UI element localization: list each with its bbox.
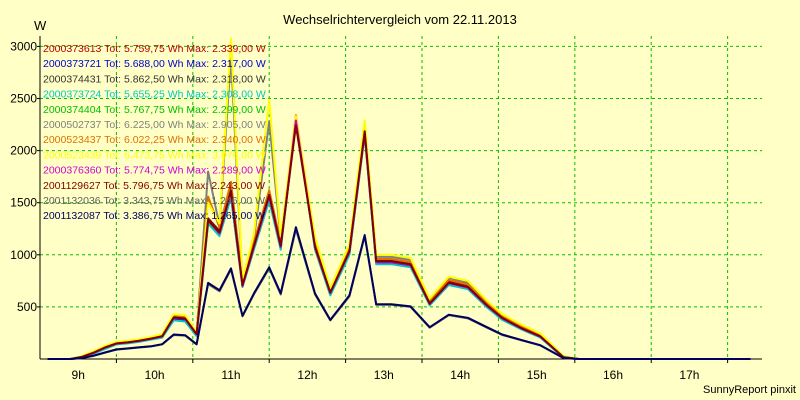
x-tick-label: 15h — [527, 368, 547, 382]
y-tick-label: 1000 — [10, 248, 37, 262]
y-tick-label: 1500 — [10, 196, 37, 210]
legend: 2000373613 Tot: 5.759,75 Wh Max: 2.339,0… — [43, 43, 266, 222]
y-tick-label: 2000 — [10, 144, 37, 158]
legend-entry: 2000523437 Tot: 6.022,25 Wh Max: 2.340,0… — [43, 134, 266, 146]
legend-entry: 2000373724 Tot: 5.655,25 Wh Max: 2.308,0… — [43, 89, 266, 101]
y-tick-label: 2500 — [10, 92, 37, 106]
y-tick-label: 500 — [17, 300, 37, 314]
x-tick-label: 12h — [297, 368, 317, 382]
legend-entry: 2000373721 Tot: 5.688,00 Wh Max: 2.317,0… — [43, 58, 266, 70]
legend-entry: 2000374404 Tot: 5.767,75 Wh Max: 2.299,0… — [43, 104, 266, 116]
plot-area: 500 1000 1500 2000 2500 3000 9h 10h 11h 12h 13h 14h… — [10, 36, 762, 382]
legend-entry: 2001132087 Tot: 3.386,75 Wh Max: 1.265,0… — [43, 210, 265, 222]
legend-entry: 2001132036 Tot: 3.343,75 Wh Max: 1.246,0… — [43, 195, 265, 207]
legend-entry: 2000502737 Tot: 6.225,00 Wh Max: 2.905,0… — [43, 119, 266, 131]
chart-title: Wechselrichtervergleich vom 22.11.2013 — [283, 12, 517, 27]
x-tick-label: 9h — [72, 368, 85, 382]
x-tick-label: 14h — [450, 368, 470, 382]
x-tick-label: 16h — [603, 368, 623, 382]
x-tick-label: 17h — [679, 368, 699, 382]
series-line-12 — [47, 226, 751, 360]
credit-label: SunnyReport pinxit — [703, 384, 796, 396]
y-unit-label: W — [34, 18, 47, 33]
x-tick-label: 13h — [374, 368, 394, 382]
y-tick-label: 3000 — [10, 39, 37, 53]
x-tick-label: 10h — [145, 368, 165, 382]
legend-entry: 2001129627 Tot: 5.796,75 Wh Max: 2.243,0… — [43, 180, 265, 192]
legend-entry: 2000374431 Tot: 5.862,50 Wh Max: 2.318,0… — [43, 73, 266, 85]
legend-entry: 2000376360 Tot: 5.774,75 Wh Max: 2.289,0… — [43, 165, 266, 177]
x-tick-label: 11h — [221, 368, 240, 382]
legend-entry: 2000373613 Tot: 5.759,75 Wh Max: 2.339,0… — [43, 43, 266, 55]
legend-entry: 2000523439 Tot: 6.473,75 Wh Max: 3.076,0… — [43, 149, 266, 161]
